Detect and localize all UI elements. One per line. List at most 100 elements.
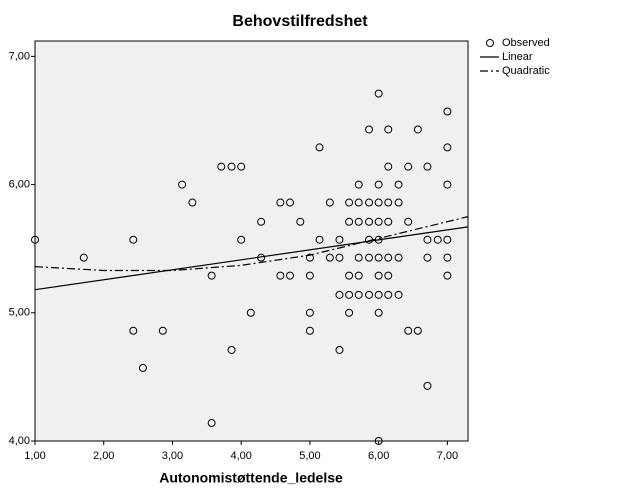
data-point	[404, 217, 413, 226]
data-point	[404, 326, 413, 335]
data-point	[365, 290, 374, 299]
data-point	[276, 198, 285, 207]
data-point	[246, 308, 255, 317]
data-point	[443, 271, 452, 280]
x-axis-label: Autonomistøttende_ledelse	[159, 470, 343, 486]
data-point	[237, 162, 246, 171]
data-point	[423, 253, 432, 262]
data-point	[345, 308, 354, 317]
data-point	[384, 290, 393, 299]
data-point	[305, 308, 314, 317]
data-point	[345, 198, 354, 207]
data-point	[394, 180, 403, 189]
data-point	[315, 143, 324, 152]
data-point	[423, 162, 432, 171]
data-point	[404, 162, 413, 171]
data-point	[345, 271, 354, 280]
data-point	[207, 419, 216, 428]
data-point	[335, 345, 344, 354]
y-tick-label: 5,00	[9, 307, 30, 319]
data-point	[335, 235, 344, 244]
data-point	[423, 381, 432, 390]
y-tick-label: 4,00	[9, 435, 30, 447]
data-point	[443, 143, 452, 152]
data-point	[335, 253, 344, 262]
data-point	[365, 125, 374, 134]
chart-title: Behovstilfredshet	[232, 13, 368, 30]
data-point	[315, 235, 324, 244]
data-point	[394, 253, 403, 262]
data-point	[354, 198, 363, 207]
data-point	[345, 217, 354, 226]
data-point	[423, 235, 432, 244]
x-tick-label: 3,00	[162, 450, 183, 462]
data-point	[345, 290, 354, 299]
data-point	[443, 107, 452, 116]
data-point	[217, 162, 226, 171]
data-point	[374, 180, 383, 189]
data-point	[178, 180, 187, 189]
data-point	[443, 180, 452, 189]
data-point	[443, 235, 452, 244]
data-point	[276, 271, 285, 280]
data-point	[138, 363, 147, 372]
x-tick-label: 5,00	[299, 450, 320, 462]
data-point	[129, 326, 138, 335]
data-point	[305, 326, 314, 335]
data-point	[354, 253, 363, 262]
data-point	[305, 253, 314, 262]
legend-label: Quadratic	[502, 65, 550, 77]
plot-area	[34, 40, 469, 442]
data-point	[285, 271, 294, 280]
data-point	[285, 198, 294, 207]
data-point	[433, 235, 442, 244]
data-point	[31, 235, 39, 244]
legend-label: Linear	[502, 51, 533, 63]
data-point	[384, 125, 393, 134]
data-point	[237, 235, 246, 244]
data-point	[325, 198, 334, 207]
fit-line	[34, 226, 469, 291]
x-tick-label: 4,00	[230, 450, 251, 462]
data-point	[374, 217, 383, 226]
data-point	[374, 290, 383, 299]
data-point	[384, 198, 393, 207]
data-point	[384, 271, 393, 280]
data-point	[354, 271, 363, 280]
data-point	[325, 253, 334, 262]
data-point	[207, 271, 216, 280]
data-point	[227, 162, 236, 171]
data-point	[79, 253, 88, 262]
data-point	[384, 217, 393, 226]
y-tick-label: 6,00	[9, 178, 30, 190]
data-point	[129, 235, 138, 244]
data-point	[384, 253, 393, 262]
data-point	[374, 198, 383, 207]
data-point	[394, 198, 403, 207]
fit-line	[34, 216, 469, 272]
data-point	[394, 290, 403, 299]
data-point	[158, 326, 167, 335]
data-point	[365, 198, 374, 207]
data-point	[443, 253, 452, 262]
data-point	[384, 162, 393, 171]
legend-label: Observed	[502, 37, 550, 49]
data-point	[374, 437, 383, 445]
x-tick-label: 6,00	[368, 450, 389, 462]
data-point	[374, 271, 383, 280]
data-point	[374, 253, 383, 262]
data-point	[354, 217, 363, 226]
data-point	[374, 89, 383, 98]
x-tick-label: 1,00	[24, 450, 45, 462]
data-point	[188, 198, 197, 207]
data-point	[354, 290, 363, 299]
data-point	[374, 308, 383, 317]
y-tick-label: 7,00	[9, 50, 30, 62]
legend-symbol	[486, 39, 494, 47]
data-point	[305, 271, 314, 280]
data-point	[413, 125, 422, 134]
x-tick-label: 7,00	[437, 450, 458, 462]
data-point	[257, 217, 266, 226]
